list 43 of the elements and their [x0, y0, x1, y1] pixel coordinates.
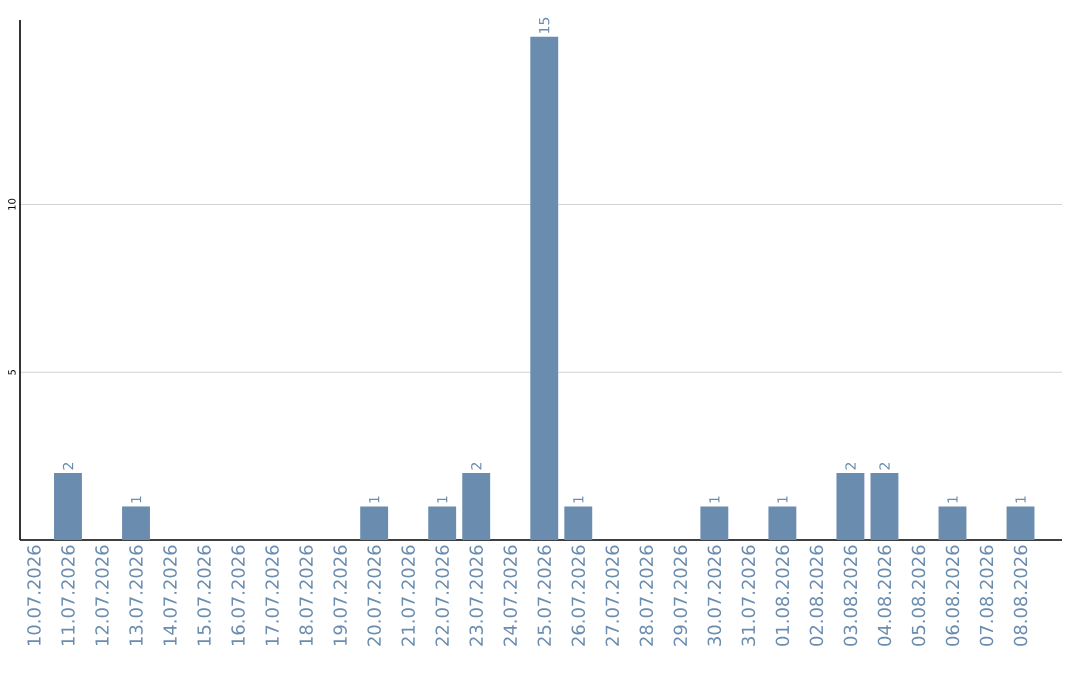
- x-tick-label: 12.07.2026: [95, 545, 109, 646]
- x-tick-label: 17.07.2026: [265, 545, 279, 646]
- bar: [700, 506, 729, 540]
- bar: [360, 506, 389, 540]
- x-tick-label: 03.08.2026: [843, 545, 858, 646]
- x-tick-label: 06.08.2026: [945, 545, 960, 646]
- x-tick-label: 15.07.2026: [197, 545, 211, 646]
- x-tick-label: 24.07.2026: [503, 545, 518, 646]
- bar: [530, 36, 559, 540]
- x-tick-label: 26.07.2026: [571, 545, 586, 646]
- x-tick-label: 04.08.2026: [877, 545, 892, 646]
- bar: [870, 472, 899, 540]
- x-tick-label: 07.08.2026: [979, 545, 994, 646]
- x-tick-label: 11.07.2026: [61, 545, 75, 646]
- bar: [1006, 506, 1035, 540]
- bar: [938, 506, 967, 540]
- x-tick-label: 18.07.2026: [299, 545, 313, 646]
- bar: [768, 506, 797, 540]
- x-tick-label: 28.07.2026: [639, 545, 654, 646]
- x-tick-label: 08.08.2026: [1013, 545, 1028, 646]
- bar: [836, 472, 865, 540]
- x-tick-label: 20.07.2026: [367, 545, 381, 646]
- bar: [428, 506, 457, 540]
- x-tick-label: 29.07.2026: [673, 545, 688, 646]
- x-tick-label: 05.08.2026: [911, 545, 926, 646]
- x-tick-label: 31.07.2026: [741, 545, 756, 646]
- x-tick-label: 25.07.2026: [537, 545, 552, 646]
- x-tick-label: 21.07.2026: [401, 545, 415, 646]
- x-tick-label: 22.07.2026: [435, 545, 449, 646]
- x-tick-label: 16.07.2026: [231, 545, 245, 646]
- x-tick-label: 01.08.2026: [775, 545, 790, 646]
- x-tick-label: 14.07.2026: [163, 545, 177, 646]
- bar: [462, 472, 491, 540]
- x-tick-label: 02.08.2026: [809, 545, 824, 646]
- x-tick-label: 19.07.2026: [333, 545, 347, 646]
- x-tick-label: 13.07.2026: [129, 545, 143, 646]
- x-tick-label: 10.07.2026: [27, 545, 41, 646]
- x-tick-label: 23.07.2026: [469, 545, 483, 646]
- bar: [564, 506, 593, 540]
- x-tick-label: 27.07.2026: [605, 545, 620, 646]
- bar: [54, 472, 82, 540]
- x-tick-label: 30.07.2026: [707, 545, 722, 646]
- bar: [122, 506, 150, 540]
